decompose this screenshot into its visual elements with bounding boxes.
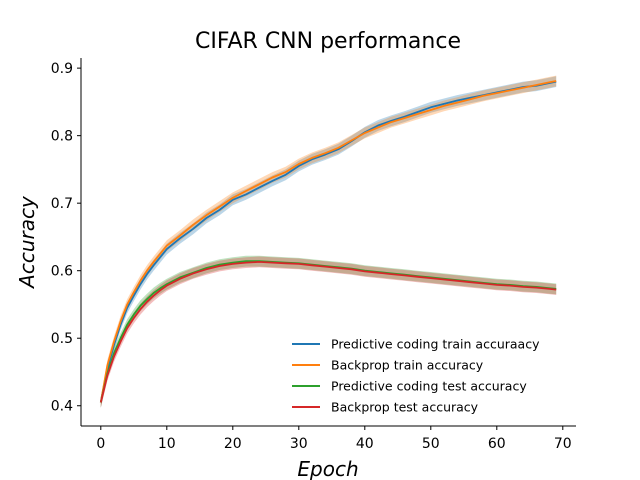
- legend-label: Backprop train accuracy: [331, 358, 484, 373]
- confidence-bands: [100, 75, 557, 408]
- axes: [80, 58, 576, 427]
- series-3-line: [99, 260, 557, 403]
- series-1-band: [100, 75, 557, 408]
- x-tick-label: 0: [96, 436, 105, 452]
- y-tick-label: 0.9: [51, 61, 73, 77]
- y-tick-label: 0.7: [51, 196, 73, 212]
- x-tick-label: 20: [224, 436, 242, 452]
- x-tick-label: 50: [422, 436, 440, 452]
- legend-label: Predictive coding train accuraacy: [331, 337, 540, 352]
- x-tick-label: 70: [554, 436, 572, 452]
- chart-title: CIFAR CNN performance: [195, 29, 461, 54]
- x-tick-label: 60: [488, 436, 506, 452]
- series-1-line: [99, 80, 557, 403]
- x-tick-label: 30: [290, 436, 308, 452]
- x-axis-label: Epoch: [297, 457, 358, 480]
- x-tick-label: 10: [158, 436, 176, 452]
- y-tick-label: 0.6: [51, 264, 73, 280]
- ticks: 0 10 20 30 40 50 60 70 0.4 0.5 0.6 0.7 0.8 0.9: [51, 61, 572, 452]
- y-axis-label: Accuracy: [15, 195, 39, 290]
- legend-label: Backprop test accuracy: [331, 400, 479, 415]
- legend-label: Predictive coding test accuracy: [331, 379, 527, 394]
- x-tick-label: 40: [356, 436, 374, 452]
- y-tick-label: 0.5: [51, 331, 73, 347]
- series-lines: [99, 80, 557, 403]
- legend: Predictive coding train accuraacy Backpro…: [292, 337, 540, 415]
- y-tick-label: 0.4: [51, 399, 73, 415]
- series-0-line: [99, 80, 557, 403]
- y-tick-label: 0.8: [51, 129, 73, 145]
